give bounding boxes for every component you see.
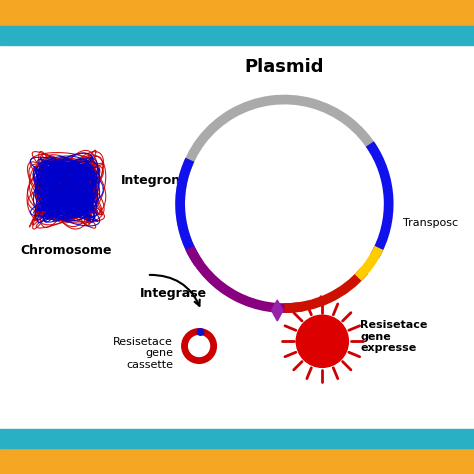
Bar <box>0 26 474 45</box>
Bar <box>0 0 474 26</box>
Text: Resisetace
gene
expresse: Resisetace gene expresse <box>360 320 428 353</box>
Text: Plasmid: Plasmid <box>245 58 324 76</box>
Text: Chromosome: Chromosome <box>20 244 112 257</box>
Bar <box>0 448 474 474</box>
Bar <box>0 429 474 448</box>
Text: Resisetace
gene
cassette: Resisetace gene cassette <box>113 337 173 370</box>
Circle shape <box>189 336 210 356</box>
Text: Transposc: Transposc <box>403 218 458 228</box>
Circle shape <box>296 315 348 367</box>
Text: Integrase: Integrase <box>140 287 207 301</box>
Circle shape <box>197 328 204 335</box>
Text: Integron: Integron <box>121 173 181 187</box>
Polygon shape <box>272 300 283 321</box>
Circle shape <box>181 328 217 364</box>
